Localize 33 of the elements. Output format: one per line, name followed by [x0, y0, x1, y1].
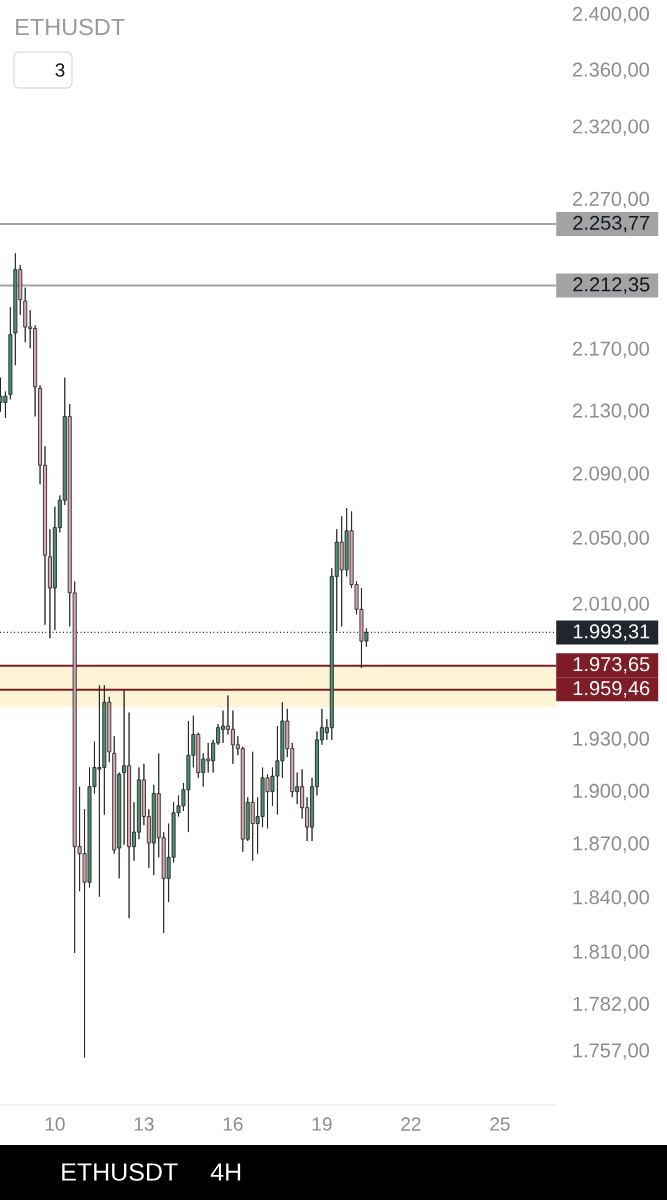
x-tick-label: 25 — [490, 1117, 510, 1131]
text: ETHUSDT — [62, 1163, 178, 1181]
y-tick-label: 1.757,00 — [573, 1043, 650, 1060]
y-tick-label: 2.320,00 — [572, 119, 650, 136]
ref-line-label: 2.212,35 — [573, 277, 650, 294]
x-tick-label: 16 — [223, 1117, 243, 1131]
y-tick-label: 2.270,00 — [572, 191, 650, 209]
y-tick-label: 2.010,00 — [572, 596, 650, 614]
y-tick-label: 1.870,00 — [573, 836, 650, 853]
y-tick-label: 2.170,00 — [572, 341, 650, 359]
annotation: 3 — [55, 63, 65, 77]
x-tick-label: 22 — [401, 1117, 421, 1131]
chart-title: ETHUSDT — [16, 18, 125, 36]
x-tick-label: 13 — [134, 1117, 154, 1131]
text: 4H — [210, 1163, 241, 1181]
x-tick-label: 19 — [312, 1117, 332, 1131]
y-tick-label: 2.130,00 — [572, 403, 650, 420]
candlestick — [13, 252, 18, 366]
y-tick-label: 1.930,00 — [573, 731, 650, 749]
x-tick-label: 10 — [45, 1117, 65, 1131]
y-tick-label: 2.090,00 — [572, 466, 650, 483]
y-tick-label: 1.782,00 — [573, 996, 650, 1014]
y-tick-label: 1.840,00 — [573, 890, 650, 907]
ref-line-label: 1.959,46 — [573, 681, 650, 698]
y-tick-label: 1.810,00 — [573, 944, 650, 962]
ref-line-label: 2.253,77 — [573, 215, 650, 233]
y-tick-label: 2.360,00 — [572, 62, 650, 80]
y-tick-label: 2.050,00 — [572, 530, 650, 548]
ref-line-label: 1.973,65 — [573, 657, 650, 674]
ref-line-label: 1.993,31 — [573, 624, 650, 641]
y-tick-label: 2.400,00 — [572, 6, 650, 24]
candlestick — [8, 306, 13, 400]
y-tick-label: 1.900,00 — [573, 783, 650, 801]
